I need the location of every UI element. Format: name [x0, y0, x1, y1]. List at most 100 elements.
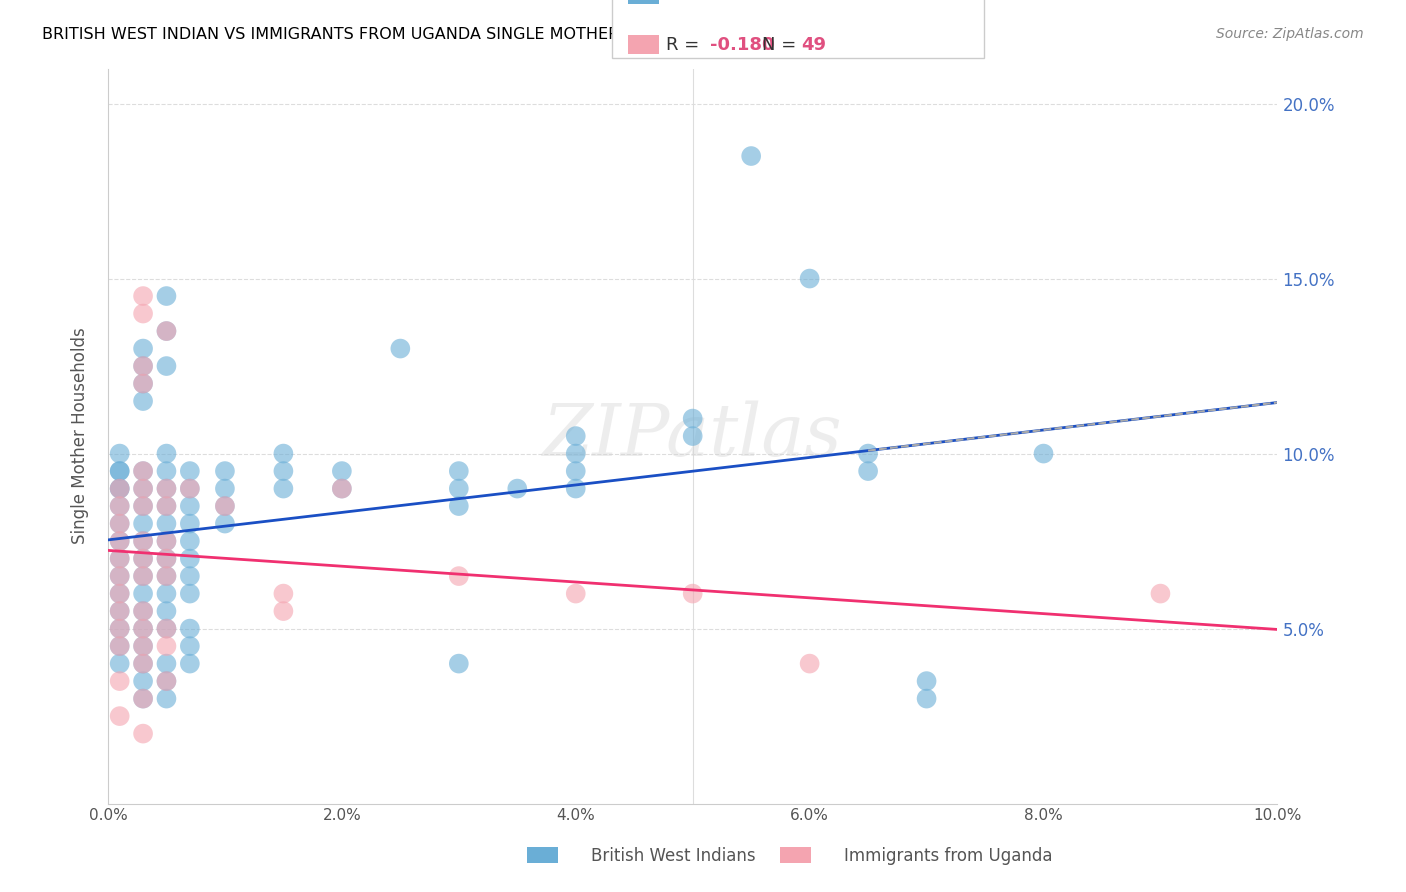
British West Indians [179, 482, 201, 496]
Immigrants from Uganda [132, 604, 155, 618]
British West Indians [179, 551, 201, 566]
British West Indians [155, 324, 177, 338]
Immigrants from Uganda [132, 534, 155, 549]
British West Indians [108, 586, 131, 600]
Immigrants from Uganda [108, 482, 131, 496]
Immigrants from Uganda [132, 289, 155, 303]
British West Indians [273, 464, 295, 478]
Immigrants from Uganda [108, 674, 131, 689]
British West Indians [155, 551, 177, 566]
British West Indians [214, 482, 236, 496]
British West Indians [155, 359, 177, 373]
Immigrants from Uganda [155, 499, 177, 513]
British West Indians [108, 657, 131, 671]
British West Indians [132, 691, 155, 706]
British West Indians [155, 586, 177, 600]
British West Indians [856, 446, 879, 460]
Immigrants from Uganda [132, 691, 155, 706]
British West Indians [108, 551, 131, 566]
British West Indians [108, 482, 131, 496]
Immigrants from Uganda [108, 569, 131, 583]
British West Indians [132, 394, 155, 409]
British West Indians [447, 464, 470, 478]
Immigrants from Uganda [132, 569, 155, 583]
British West Indians [214, 499, 236, 513]
Immigrants from Uganda [155, 551, 177, 566]
Immigrants from Uganda [132, 726, 155, 740]
British West Indians [179, 586, 201, 600]
British West Indians [132, 359, 155, 373]
British West Indians [155, 674, 177, 689]
Immigrants from Uganda [155, 482, 177, 496]
British West Indians [108, 499, 131, 513]
Text: 90: 90 [801, 0, 827, 4]
Text: ZIPatlas: ZIPatlas [543, 401, 842, 471]
British West Indians [214, 516, 236, 531]
British West Indians [330, 482, 353, 496]
Immigrants from Uganda [132, 307, 155, 321]
Immigrants from Uganda [132, 376, 155, 391]
Text: Source: ZipAtlas.com: Source: ZipAtlas.com [1216, 27, 1364, 41]
British West Indians [915, 691, 938, 706]
British West Indians [155, 446, 177, 460]
British West Indians [389, 342, 412, 356]
British West Indians [799, 271, 821, 285]
British West Indians [564, 482, 586, 496]
Text: -0.180: -0.180 [710, 36, 775, 54]
British West Indians [506, 482, 529, 496]
Immigrants from Uganda [132, 639, 155, 653]
Immigrants from Uganda [155, 569, 177, 583]
British West Indians [179, 622, 201, 636]
Immigrants from Uganda [155, 324, 177, 338]
British West Indians [214, 464, 236, 478]
British West Indians [108, 464, 131, 478]
Text: 0.050: 0.050 [710, 0, 766, 4]
British West Indians [682, 411, 704, 425]
Immigrants from Uganda [1149, 586, 1171, 600]
British West Indians [155, 622, 177, 636]
Text: Immigrants from Uganda: Immigrants from Uganda [844, 847, 1052, 865]
British West Indians [132, 639, 155, 653]
British West Indians [179, 657, 201, 671]
Immigrants from Uganda [799, 657, 821, 671]
British West Indians [132, 482, 155, 496]
Y-axis label: Single Mother Households: Single Mother Households [72, 327, 89, 544]
British West Indians [108, 516, 131, 531]
British West Indians [564, 464, 586, 478]
British West Indians [108, 622, 131, 636]
Immigrants from Uganda [179, 482, 201, 496]
Immigrants from Uganda [155, 534, 177, 549]
British West Indians [108, 482, 131, 496]
British West Indians [179, 516, 201, 531]
British West Indians [132, 622, 155, 636]
British West Indians [856, 464, 879, 478]
British West Indians [155, 691, 177, 706]
Immigrants from Uganda [273, 604, 295, 618]
British West Indians [447, 499, 470, 513]
Immigrants from Uganda [330, 482, 353, 496]
Text: 49: 49 [801, 36, 827, 54]
Immigrants from Uganda [132, 464, 155, 478]
British West Indians [740, 149, 762, 163]
Immigrants from Uganda [273, 586, 295, 600]
British West Indians [132, 604, 155, 618]
British West Indians [564, 446, 586, 460]
Immigrants from Uganda [132, 499, 155, 513]
Immigrants from Uganda [108, 709, 131, 723]
Immigrants from Uganda [564, 586, 586, 600]
British West Indians [108, 446, 131, 460]
British West Indians [108, 569, 131, 583]
British West Indians [132, 551, 155, 566]
British West Indians [132, 342, 155, 356]
British West Indians [179, 499, 201, 513]
Immigrants from Uganda [132, 622, 155, 636]
British West Indians [564, 429, 586, 443]
British West Indians [155, 569, 177, 583]
Immigrants from Uganda [108, 499, 131, 513]
Immigrants from Uganda [447, 569, 470, 583]
British West Indians [179, 569, 201, 583]
Immigrants from Uganda [132, 359, 155, 373]
British West Indians [132, 569, 155, 583]
British West Indians [1032, 446, 1054, 460]
Immigrants from Uganda [682, 586, 704, 600]
